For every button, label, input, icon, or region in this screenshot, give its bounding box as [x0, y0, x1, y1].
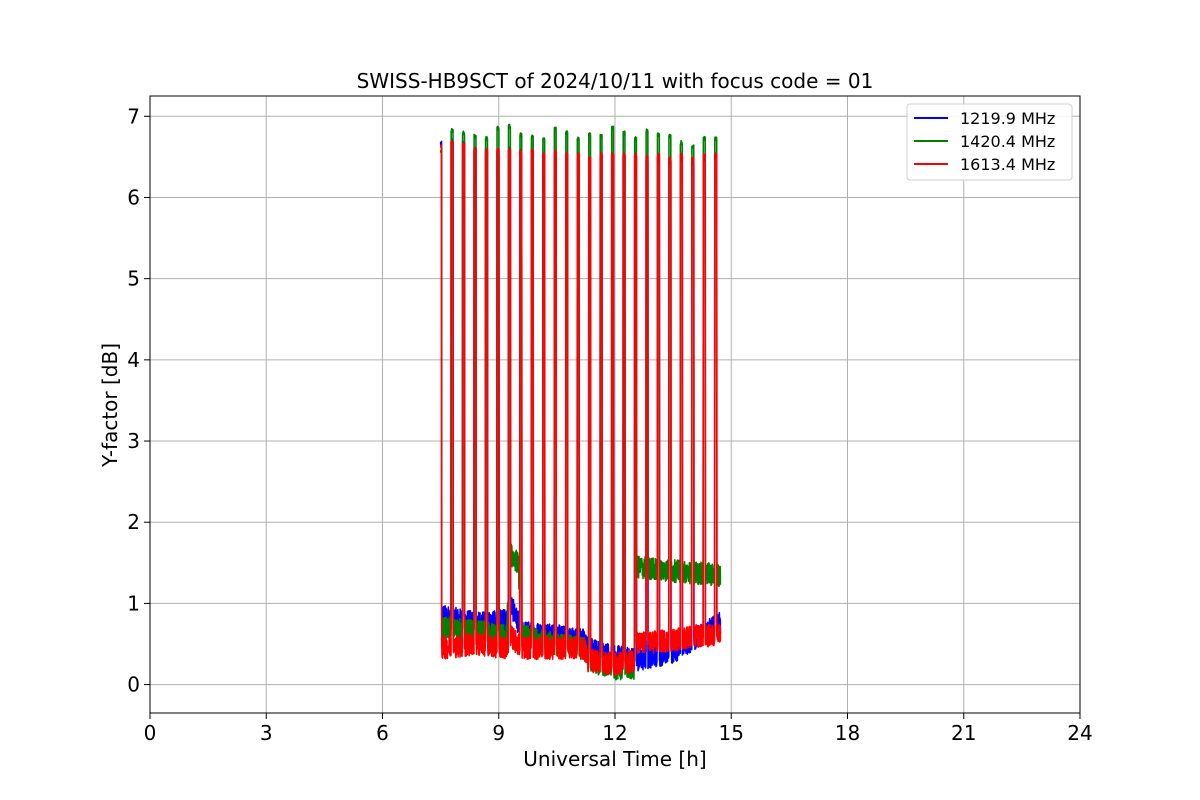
legend-box: [906, 103, 1073, 181]
y-tick-label: 5: [127, 267, 140, 291]
y-tick-label: 1: [127, 591, 140, 615]
legend: 1219.9 MHz 1420.4 MHz 1613.4 MHz: [906, 103, 1073, 181]
series-line: [439, 138, 722, 672]
x-tick-label: 15: [719, 721, 744, 745]
chart-title: SWISS-HB9SCT of 2024/10/11 with focus co…: [357, 69, 874, 93]
x-tick-label: 21: [951, 721, 976, 745]
x-tick-label: 6: [376, 721, 389, 745]
y-tick-label: 3: [127, 429, 140, 453]
grid: [149, 96, 1081, 713]
x-tick-label: 12: [602, 721, 627, 745]
y-axis-label: Y-factor [dB]: [98, 343, 122, 468]
x-tick-label: 18: [835, 721, 860, 745]
plot-area: [439, 123, 722, 681]
x-tick-label: 0: [144, 721, 157, 745]
x-axis-label: Universal Time [h]: [523, 747, 706, 771]
y-tick-label: 2: [127, 510, 140, 534]
series-line: [439, 123, 722, 681]
y-tick-label: 4: [127, 348, 140, 372]
series-line: [439, 139, 722, 677]
y-tick-label: 0: [127, 673, 140, 697]
legend-entry: 1219.9 MHz: [960, 109, 1055, 128]
x-tick-label: 9: [492, 721, 505, 745]
x-tick-label: 24: [1067, 721, 1092, 745]
legend-entry: 1613.4 MHz: [960, 155, 1055, 174]
x-tick-label: 3: [260, 721, 273, 745]
legend-entry: 1420.4 MHz: [960, 132, 1055, 151]
y-tick-label: 6: [127, 185, 140, 209]
y-tick-label: 7: [127, 104, 140, 128]
